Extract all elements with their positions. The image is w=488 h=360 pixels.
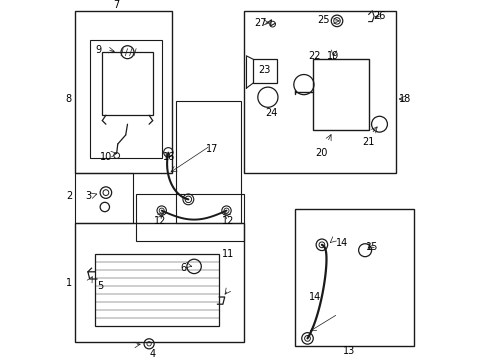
Bar	[244, 11, 395, 173]
Bar	[312, 59, 368, 130]
Bar	[294, 209, 413, 346]
Bar	[253, 59, 276, 83]
Text: 14: 14	[335, 238, 347, 248]
Text: 15: 15	[366, 242, 378, 252]
Text: 5: 5	[97, 281, 103, 291]
Text: 12: 12	[222, 216, 234, 226]
Text: 17: 17	[205, 144, 218, 154]
Text: 26: 26	[372, 11, 385, 21]
Text: 25: 25	[317, 15, 329, 25]
Text: 2: 2	[66, 191, 72, 201]
Text: 4: 4	[149, 348, 156, 359]
Text: 6: 6	[180, 263, 186, 273]
Bar	[95, 254, 219, 326]
Bar	[102, 52, 152, 115]
Bar	[75, 173, 133, 223]
Text: 18: 18	[398, 94, 410, 104]
Text: 19: 19	[326, 51, 338, 61]
Text: 27: 27	[254, 18, 266, 28]
Text: 22: 22	[308, 51, 320, 61]
Text: 16: 16	[163, 152, 175, 162]
Bar	[136, 194, 244, 241]
Text: 10: 10	[100, 152, 112, 162]
Text: 3: 3	[84, 191, 91, 201]
Text: 7: 7	[113, 0, 120, 10]
Bar	[75, 11, 172, 173]
Text: 9: 9	[96, 45, 102, 55]
Text: 23: 23	[258, 65, 270, 75]
Text: 20: 20	[315, 148, 327, 158]
Bar	[176, 101, 241, 223]
Bar	[75, 223, 244, 342]
Text: 8: 8	[65, 94, 72, 104]
Text: 12: 12	[153, 216, 166, 226]
Text: 11: 11	[222, 249, 234, 259]
Text: 24: 24	[265, 108, 277, 118]
Text: 13: 13	[342, 346, 354, 356]
Bar	[89, 40, 162, 158]
Text: 14: 14	[308, 292, 320, 302]
Text: 1: 1	[66, 278, 72, 288]
Text: 21: 21	[362, 137, 374, 147]
